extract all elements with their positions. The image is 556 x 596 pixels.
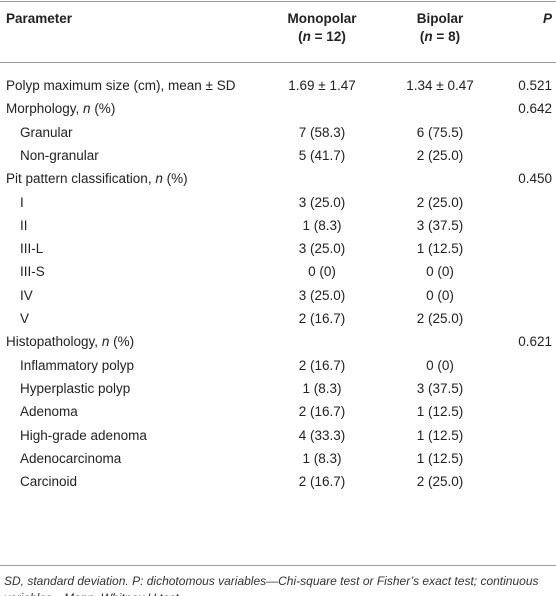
label-text: Carcinoid	[20, 474, 78, 490]
header-line: Bipolar	[417, 10, 464, 28]
header-text: Bipolar	[416, 11, 464, 26]
data-cell: 2 (25.0)	[416, 147, 464, 163]
label-text: Non-granular	[20, 147, 99, 163]
data-cell: 3 (25.0)	[298, 241, 346, 257]
data-cell: 1 (8.3)	[302, 380, 342, 396]
header-text: P	[542, 11, 552, 26]
data-cell: 0.621	[518, 334, 552, 350]
header-text: n	[424, 29, 433, 44]
data-cell: 6 (75.5)	[416, 124, 464, 140]
data-cell: 0 (0)	[426, 287, 454, 303]
rule	[0, 565, 556, 566]
row-label: Non-granular	[20, 147, 99, 165]
data-cell: 0.642	[518, 101, 552, 117]
label-text: Polyp maximum size (cm), mean ± SD	[6, 78, 236, 93]
data-cell: 2 (16.7)	[298, 474, 346, 490]
data-cell: 1 (8.3)	[302, 450, 342, 466]
data-cell: 3 (37.5)	[416, 380, 464, 396]
header-text: Monopolar	[287, 11, 357, 26]
row-label: Polyp maximum size (cm), mean ± SD	[6, 77, 235, 95]
data-cell: 4 (33.3)	[298, 427, 346, 443]
row-label: High-grade adenoma	[20, 427, 147, 445]
label-text: n	[101, 334, 110, 350]
data-cell: 7 (58.3)	[298, 124, 346, 140]
header-cell: Monopolar (n = 12)	[288, 10, 357, 46]
data-cell: 1 (12.5)	[416, 427, 464, 443]
header-cell: Bipolar (n = 8)	[417, 10, 464, 46]
row-label: Morphology, n (%)	[6, 100, 115, 118]
rule	[0, 1, 556, 2]
label-text: Granular	[20, 124, 73, 140]
header-line: Monopolar	[288, 10, 357, 28]
label-text: V	[20, 311, 30, 326]
label-text: Morphology,	[6, 101, 84, 117]
data-cell: 0 (0)	[426, 357, 454, 373]
label-text: (%)	[162, 171, 188, 187]
row-label: Pit pattern classification, n (%)	[6, 170, 188, 188]
header-line: (n = 8)	[417, 28, 464, 46]
label-text: III-L	[20, 241, 44, 257]
data-cell: 0 (0)	[426, 264, 454, 280]
row-label: V	[20, 310, 29, 328]
label-text: Histopathology,	[6, 334, 102, 350]
data-cell: 2 (25.0)	[416, 311, 464, 326]
label-text: IV	[20, 287, 33, 303]
label-text: Hyperplastic polyp	[20, 380, 131, 396]
footnote: SD, standard deviation. P: dichotomous v…	[4, 574, 539, 596]
data-cell: 1 (12.5)	[416, 404, 464, 420]
row-label: III-L	[20, 240, 43, 258]
data-cell: 1 (12.5)	[416, 450, 464, 466]
header-cell: P	[543, 10, 552, 28]
row-label: Histopathology, n (%)	[6, 333, 134, 351]
data-cell: 2 (16.7)	[298, 311, 346, 326]
header-cell: Parameter	[6, 10, 72, 28]
data-cell: 1 (12.5)	[416, 241, 464, 257]
data-cell: 3 (37.5)	[416, 217, 464, 233]
header-line: (n = 12)	[288, 28, 357, 46]
header-text: (	[419, 29, 425, 44]
row-label: Carcinoid	[20, 473, 77, 491]
data-cell: 2 (16.7)	[298, 404, 346, 420]
data-cell: 0 (0)	[308, 264, 336, 280]
row-label: IV	[20, 287, 33, 305]
label-text: II	[20, 217, 28, 233]
row-label: Adenocarcinoma	[20, 450, 121, 468]
data-cell: 1.34 ± 0.47	[406, 78, 474, 93]
label-text: (%)	[109, 334, 135, 350]
data-cell: 2 (25.0)	[416, 474, 464, 490]
label-text: Adenocarcinoma	[20, 450, 122, 466]
data-cell: 0.450	[518, 171, 552, 187]
data-cell: 3 (25.0)	[298, 287, 346, 303]
data-cell: 2 (16.7)	[298, 357, 346, 373]
label-text: I	[20, 194, 24, 210]
data-cell: 1.69 ± 1.47	[288, 78, 356, 93]
label-text: n	[83, 101, 91, 117]
header-text: = 8)	[432, 29, 461, 44]
label-text: n	[155, 171, 163, 187]
row-label: Hyperplastic polyp	[20, 380, 130, 398]
header-text: Parameter	[6, 11, 73, 26]
data-cell: 0.521	[518, 78, 552, 93]
label-text: Pit pattern classification,	[6, 171, 156, 187]
data-cell: 5 (41.7)	[298, 147, 346, 163]
row-label: III-S	[20, 263, 45, 281]
header-text: (	[298, 29, 303, 44]
row-label: II	[20, 217, 28, 235]
header-text: n	[302, 29, 311, 44]
rule	[0, 62, 556, 63]
row-label: I	[20, 194, 24, 212]
data-cell: 1 (8.3)	[302, 217, 342, 233]
data-cell: 2 (25.0)	[416, 194, 464, 210]
label-text: III-S	[20, 264, 45, 280]
label-text: (%)	[90, 101, 116, 117]
data-cell: 3 (25.0)	[298, 194, 346, 210]
label-text: High-grade adenoma	[20, 427, 147, 443]
label-text: Inflammatory polyp	[20, 357, 135, 373]
header-text: = 12)	[310, 29, 346, 44]
row-label: Inflammatory polyp	[20, 357, 134, 375]
row-label: Adenoma	[20, 403, 78, 421]
row-label: Granular	[20, 124, 73, 142]
label-text: Adenoma	[20, 404, 78, 420]
